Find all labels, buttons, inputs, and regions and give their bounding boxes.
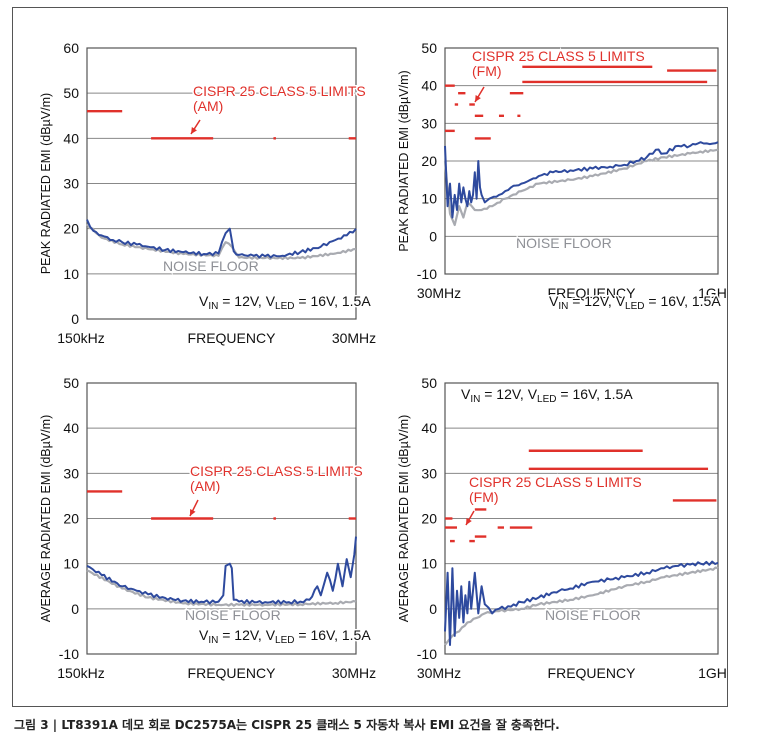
y-tick-label: -10	[59, 646, 79, 662]
conditions-label: VIN = 12V, VLED = 16V, 1.5A	[199, 627, 371, 646]
y-tick-label: -10	[417, 646, 437, 662]
y-tick-label: 40	[63, 130, 79, 146]
y-tick-label: 0	[71, 601, 79, 617]
limits-label: (FM)	[472, 63, 502, 79]
y-tick-label: 20	[63, 511, 79, 527]
conditions-label: VIN = 12V, VLED = 16V, 1.5A	[199, 293, 371, 312]
y-axis-label: PEAK RADIATED EMI (dBµV/m)	[39, 93, 53, 274]
noise-floor-label: NOISE FLOOR	[163, 258, 259, 274]
y-tick-label: -10	[417, 266, 437, 282]
y-tick-label: 40	[421, 420, 437, 436]
y-tick-label: 60	[63, 40, 79, 56]
figure-frame: 0 10 20 30 40 50 60 PEAK RADIATED EMI (dBµV/m) 1…	[12, 7, 728, 707]
emi-trace	[87, 537, 356, 604]
y-tick-label: 20	[63, 221, 79, 237]
chart-panel-3: -10 0 10 20 30 40 50 AVERAGE RADIATED EMI (dBµV…	[39, 375, 376, 681]
x-axis-label: FREQUENCY	[188, 330, 277, 346]
limits-label: (AM)	[190, 478, 220, 494]
figure-caption: 그림 3 | LT8391A 데모 회로 DC2575A는 CISPR 25 클…	[14, 716, 560, 733]
limits-label: CISPR 25 CLASS 5 LIMITS	[469, 474, 642, 490]
x-tick-label: 150kHz	[57, 330, 104, 346]
x-tick-label: 30MHz	[417, 285, 461, 301]
y-tick-label: 20	[421, 153, 437, 169]
y-tick-label: 10	[63, 556, 79, 572]
limits-label: CISPR 25 CLASS 5 LIMITS	[193, 83, 366, 99]
y-tick-label: 50	[63, 85, 79, 101]
y-tick-label: 10	[421, 556, 437, 572]
y-tick-label: 0	[429, 228, 437, 244]
limits-label: (FM)	[469, 489, 499, 505]
y-axis-label: AVERAGE RADIATED EMI (dBµV/m)	[397, 415, 411, 622]
emi-trace	[445, 142, 718, 217]
x-tick-label: 30MHz	[417, 665, 461, 681]
y-axis-label: AVERAGE RADIATED EMI (dBµV/m)	[39, 415, 53, 622]
y-tick-label: 0	[429, 601, 437, 617]
y-tick-label: 50	[63, 375, 79, 391]
limits-label: CISPR 25 CLASS 5 LIMITS	[472, 48, 645, 64]
chart-panel-1: 0 10 20 30 40 50 60 PEAK RADIATED EMI (dBµV/m) 1…	[39, 40, 376, 346]
x-tick-label: 150kHz	[57, 665, 104, 681]
y-tick-label: 50	[421, 375, 437, 391]
noise-floor-label: NOISE FLOOR	[185, 607, 281, 623]
y-tick-label: 0	[71, 311, 79, 327]
y-tick-label: 40	[421, 78, 437, 94]
y-tick-label: 20	[421, 511, 437, 527]
x-tick-label: 30MHz	[332, 330, 376, 346]
y-tick-label: 30	[63, 465, 79, 481]
y-axis-label: PEAK RADIATED EMI (dBµV/m)	[397, 70, 411, 251]
emi-trace	[445, 562, 718, 645]
noise-floor-label: NOISE FLOOR	[545, 607, 641, 623]
x-axis-label: FREQUENCY	[548, 665, 637, 681]
noise-floor-label: NOISE FLOOR	[516, 235, 612, 251]
chart-panel-2: -10 0 10 20 30 40 50 PEAK RADIATED EMI (dBµV/m)…	[397, 40, 727, 312]
limits-label: (AM)	[193, 98, 223, 114]
y-tick-label: 30	[63, 176, 79, 192]
y-tick-label: 40	[63, 420, 79, 436]
limits-label: CISPR 25 CLASS 5 LIMITS	[190, 463, 363, 479]
y-tick-label: 10	[63, 266, 79, 282]
x-axis-label: FREQUENCY	[188, 665, 277, 681]
chart-panel-4: -10 0 10 20 30 40 50 AVERAGE RADIATED EMI (dBµV…	[397, 375, 727, 681]
y-tick-label: 10	[421, 191, 437, 207]
charts-canvas: 0 10 20 30 40 50 60 PEAK RADIATED EMI (dBµV/m) 1…	[13, 8, 727, 706]
y-tick-label: 30	[421, 465, 437, 481]
y-tick-label: 50	[421, 40, 437, 56]
x-tick-label: 30MHz	[332, 665, 376, 681]
y-tick-label: 30	[421, 115, 437, 131]
x-tick-label: 1GHz	[698, 665, 727, 681]
conditions-label: VIN = 12V, VLED = 16V, 1.5A	[461, 386, 633, 405]
